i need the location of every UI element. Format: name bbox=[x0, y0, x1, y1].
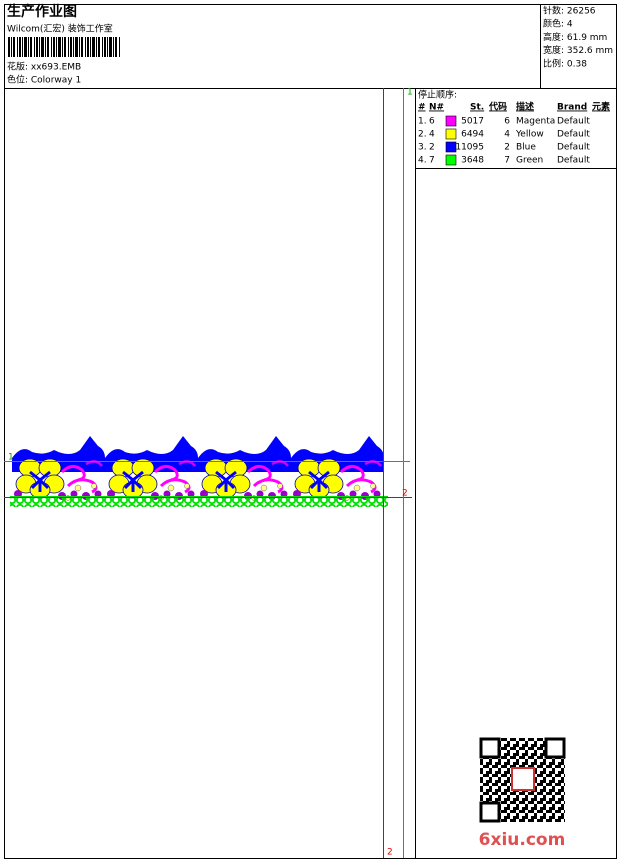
row-num: 2. bbox=[418, 130, 427, 140]
description: Green bbox=[516, 156, 543, 166]
description: Yellow bbox=[515, 130, 544, 140]
guide-label: 1 bbox=[8, 453, 14, 463]
needle: 6 bbox=[429, 117, 435, 127]
barcode bbox=[8, 37, 120, 57]
stitches: 5017 bbox=[461, 117, 484, 127]
brand: Default bbox=[557, 130, 590, 140]
watermark: 6xiu.com bbox=[479, 830, 566, 850]
column-header: 代码 bbox=[488, 101, 507, 113]
stat: 宽度: 352.6 mm bbox=[543, 44, 613, 56]
column-header: N# bbox=[429, 103, 444, 113]
needle: 2 bbox=[429, 143, 435, 153]
column-header: St. bbox=[470, 103, 484, 113]
guide-label: 2 bbox=[402, 489, 408, 499]
color-swatch bbox=[445, 154, 457, 166]
stop-title: 停止顺序: bbox=[418, 89, 457, 101]
column-header: 元素 bbox=[592, 101, 610, 113]
stat: 高度: 61.9 mm bbox=[543, 31, 607, 43]
guide-label: 1 bbox=[407, 88, 413, 98]
column-header: Brand bbox=[557, 103, 587, 113]
code: 2 bbox=[504, 143, 510, 153]
stat: 针数: 26256 bbox=[543, 5, 596, 17]
pattern: 花版: xx693.EMB bbox=[7, 61, 81, 73]
code: 7 bbox=[504, 156, 510, 166]
embroidery-design bbox=[10, 434, 388, 507]
color-swatch bbox=[445, 141, 457, 153]
brand: Default bbox=[557, 156, 590, 166]
brand: Default bbox=[557, 143, 590, 153]
stat: 比例: 0.38 bbox=[543, 57, 587, 69]
brand: Default bbox=[557, 117, 590, 127]
qr-code bbox=[479, 737, 566, 823]
column-header: 描述 bbox=[516, 101, 534, 113]
stitches: 3648 bbox=[461, 156, 484, 166]
guide-label: 2 bbox=[387, 848, 393, 858]
title: 生产作业图 bbox=[7, 3, 77, 20]
description: Blue bbox=[516, 143, 536, 153]
color-swatch bbox=[445, 128, 457, 140]
stitches: 6494 bbox=[461, 130, 484, 140]
needle: 4 bbox=[429, 130, 435, 140]
column-header: # bbox=[418, 103, 426, 113]
row-num: 3. bbox=[418, 143, 427, 153]
code: 4 bbox=[504, 130, 510, 140]
stat: 颜色: 4 bbox=[543, 18, 573, 30]
outer-border bbox=[4, 4, 617, 859]
needle: 7 bbox=[429, 156, 435, 166]
studio: Wilcom(汇宏) 装饰工作室 bbox=[7, 23, 113, 35]
description: Magenta bbox=[516, 117, 555, 127]
row-num: 4. bbox=[418, 156, 427, 166]
stitches: 11095 bbox=[455, 143, 484, 153]
row-num: 1. bbox=[418, 117, 427, 127]
code: 6 bbox=[504, 117, 510, 127]
colorway: 色位: Colorway 1 bbox=[7, 74, 81, 86]
color-swatch bbox=[445, 115, 457, 127]
